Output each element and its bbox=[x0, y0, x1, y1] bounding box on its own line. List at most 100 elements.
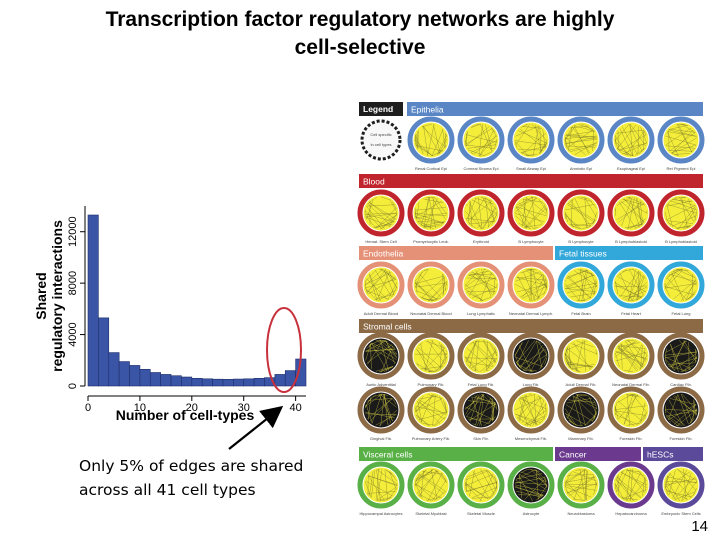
network-disk bbox=[413, 467, 449, 503]
network-disk bbox=[463, 122, 499, 158]
network-circle: Mammary Fib. bbox=[557, 386, 605, 441]
network-circle: Pulmonary Artery Fib. bbox=[407, 386, 455, 441]
network-disk bbox=[613, 195, 649, 231]
network-circle: Adult Dermal Blood bbox=[357, 261, 405, 316]
y-tick-label: 8000 bbox=[67, 271, 79, 295]
network-circle: B Lymphocyte bbox=[507, 189, 555, 244]
cell-type-label: Adult Dermal Fib. bbox=[566, 382, 597, 387]
y-axis-title-line-1: Shared bbox=[33, 272, 49, 319]
cell-type-label: Esophageal Epi bbox=[617, 166, 645, 171]
histogram-bar bbox=[222, 379, 234, 387]
legend-header: Legend bbox=[363, 104, 393, 114]
histogram-bar bbox=[170, 375, 182, 387]
x-tick-label: 0 bbox=[85, 402, 91, 414]
group-header: Blood bbox=[363, 177, 385, 187]
annotation-text: Only 5% of edges are shared across all 4… bbox=[79, 454, 303, 502]
cell-type-label: B Lymphoblastoid bbox=[615, 239, 647, 244]
group-header: Visceral cells bbox=[363, 450, 412, 460]
network-circle: Skeletal Myoblast bbox=[407, 461, 455, 516]
cell-type-label: Lung Fib. bbox=[523, 382, 540, 387]
histogram-bar bbox=[181, 376, 193, 387]
cell-type-label: B Lymphocyte bbox=[518, 239, 544, 244]
network-circle: Aortic Adventitial bbox=[357, 332, 405, 387]
x-tick-label: 20 bbox=[186, 402, 198, 414]
cell-type-label: Neonatal Dermal Fib. bbox=[612, 382, 650, 387]
cell-type-label: Neonatal Dermal Blood bbox=[410, 311, 451, 316]
cell-type-label: Astrocyte bbox=[523, 511, 540, 516]
slide-title-line-1: Transcription factor regulatory networks… bbox=[105, 8, 615, 31]
y-axis-title: Shared regulatory interactions bbox=[33, 220, 65, 372]
cell-type-label: Mesenchymal Fib. bbox=[515, 436, 547, 441]
network-circle: B Lymphoblastoid bbox=[607, 189, 655, 244]
network-circle: Fetal Lung Fib. bbox=[457, 332, 505, 387]
cell-type-label: Corneal Stroma Epi bbox=[464, 166, 499, 171]
x-tick-label: 10 bbox=[134, 402, 146, 414]
network-circle: Cardiac Fib. bbox=[657, 332, 705, 387]
network-circle: Corneal Stroma Epi bbox=[457, 116, 505, 171]
slide-title: Transcription factor regulatory networks… bbox=[30, 6, 690, 62]
x-ticks: 0 10 20 30 40 bbox=[85, 396, 302, 414]
histogram-bar bbox=[129, 365, 141, 387]
network-circle: Renal Cortical Epi bbox=[407, 116, 455, 171]
histogram-bar bbox=[160, 374, 172, 387]
group-header: Endothelia bbox=[363, 249, 403, 259]
histogram-bar bbox=[191, 377, 203, 387]
network-disk bbox=[513, 122, 549, 158]
group-header-bar bbox=[407, 102, 703, 116]
histogram-bar bbox=[201, 378, 213, 387]
group-header-bar bbox=[359, 447, 553, 461]
cell-type-label: Ret Pigment Epi bbox=[667, 166, 696, 171]
network-disk bbox=[613, 338, 649, 374]
cell-type-label: Neonatal Dermal Lymph. bbox=[509, 311, 553, 316]
cell-type-label: Pulmonary Artery Fib. bbox=[412, 436, 450, 441]
cell-type-label: Pulmonary Fib. bbox=[418, 382, 445, 387]
network-circle: Small Airway Epi bbox=[507, 116, 555, 171]
cell-type-label: Amniotic Epi bbox=[570, 166, 592, 171]
group-header: Cancer bbox=[559, 450, 587, 460]
network-circle: Hippocampal Astrocytes bbox=[357, 461, 405, 516]
histogram-bar bbox=[233, 378, 245, 387]
annotation-line-2: across all 41 cell types bbox=[79, 481, 256, 499]
network-circle: Embryonic Stem Cells bbox=[657, 461, 705, 516]
network-circle: Pulmonary Fib. bbox=[407, 332, 455, 387]
cell-type-label: Cardiac Fib. bbox=[670, 382, 692, 387]
cell-type-label: Hippocampal Astrocytes bbox=[360, 511, 403, 516]
histogram-bar bbox=[108, 352, 120, 387]
network-disk bbox=[663, 122, 699, 158]
network-circle: Foreskin Fib. bbox=[657, 386, 705, 441]
cell-type-label: Fetal Lung bbox=[672, 311, 691, 316]
network-disk bbox=[613, 467, 649, 503]
y-tick-label: 4000 bbox=[67, 322, 79, 346]
cell-type-label: Erythroid bbox=[473, 239, 489, 244]
group-header: Epithelia bbox=[411, 105, 444, 115]
legend-caption-2: In cell types bbox=[370, 142, 391, 147]
network-disk bbox=[613, 122, 649, 158]
network-circle: Hemat. Stem Cell bbox=[357, 189, 405, 244]
group-header-bar bbox=[643, 447, 703, 461]
histogram-bar bbox=[139, 368, 151, 387]
histogram-bar bbox=[243, 378, 255, 387]
network-disk bbox=[513, 392, 549, 428]
network-disk bbox=[513, 267, 549, 303]
network-circle: Gingival Fib. bbox=[357, 386, 405, 441]
cell-type-label: B Lymphocyte bbox=[568, 239, 594, 244]
slide-title-line-2: cell-selective bbox=[294, 36, 426, 59]
cell-type-label: Mammary Fib. bbox=[568, 436, 594, 441]
network-circle: Neonatal Dermal Fib. bbox=[607, 332, 655, 387]
annotation-line-1: Only 5% of edges are shared bbox=[79, 457, 304, 475]
network-circle: Neuroblastoma bbox=[557, 461, 605, 516]
network-disk bbox=[513, 338, 549, 374]
cell-type-label: Promyelocytic Leuk. bbox=[413, 239, 449, 244]
group-header-bar bbox=[359, 246, 553, 260]
y-tick-label: 0 bbox=[67, 383, 79, 389]
histogram-bar bbox=[253, 377, 265, 387]
histogram-bar bbox=[274, 374, 286, 387]
network-circle: Ret Pigment Epi bbox=[657, 116, 705, 171]
histogram-bar bbox=[212, 378, 224, 387]
histogram-bar bbox=[87, 214, 99, 387]
cell-type-label: Adult Dermal Blood bbox=[364, 311, 398, 316]
cell-type-label: Hemat. Stem Cell bbox=[365, 239, 396, 244]
network-circle: B Lymphocyte bbox=[557, 189, 605, 244]
network-disk bbox=[613, 392, 649, 428]
